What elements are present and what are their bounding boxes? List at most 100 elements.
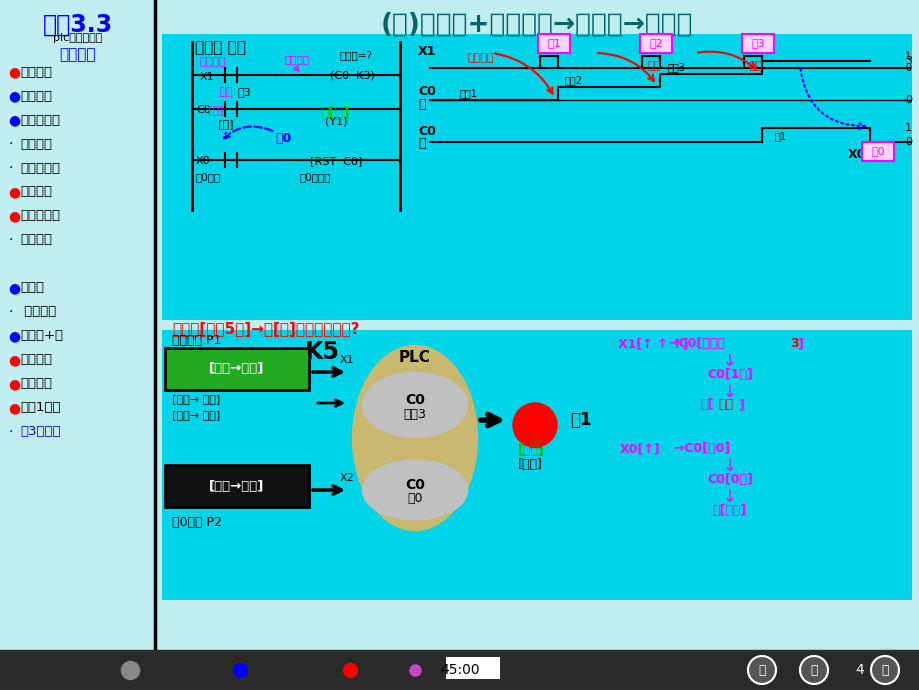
Text: 梯形图 程序: 梯形图 程序 [195,40,245,55]
Text: 0: 0 [904,137,911,147]
Text: X0: X0 [847,148,866,161]
Text: 计数按钮 P1: 计数按钮 P1 [172,334,221,347]
Text: 0: 0 [904,95,911,105]
Text: 若要求[计到5次]→灯[亮]，程序该咋改?: 若要求[计到5次]→灯[亮]，程序该咋改? [172,322,359,337]
Bar [0,650,919,690]
Text: 1: 1 [904,51,910,61]
Text: [熄灭]: [熄灭] [517,458,542,471]
Text: 梯形图+表: 梯形图+表 [20,330,62,342]
Text: ●: ● [8,89,20,103]
Text: ●: ● [8,65,20,79]
Text: 0: 0 [904,63,910,73]
Text: 实况点评: 实况点评 [20,233,52,246]
Text: ·: · [8,161,12,175]
Ellipse shape [362,373,467,437]
Text: 清0按钮: 清0按钮 [196,172,221,182]
Text: 灯[: 灯[ [699,398,712,411]
Text: 设定值=?: 设定值=? [340,50,372,60]
Text: [RST  C0]: [RST C0] [310,156,362,166]
Text: 因2: 因2 [649,39,663,48]
Text: ]: ] [796,337,802,350]
Text: 增至1: 增至1 [460,88,477,99]
FancyBboxPatch shape [538,34,570,53]
Text: X1: X1 [417,45,436,58]
Text: 控制要求: 控制要求 [20,90,52,103]
FancyBboxPatch shape [165,465,309,507]
Ellipse shape [352,346,477,531]
Bar [529,439,539,447]
Text: 清0方线圈: 清0方线圈 [300,172,331,182]
Text: 数: 数 [417,98,425,111]
Text: ●: ● [8,401,20,415]
Text: →C0[清0]: →C0[清0] [664,442,730,455]
Text: 态: 态 [417,137,425,150]
Text: 清0按钮 P2: 清0按钮 P2 [172,516,221,529]
Text: 计数控制: 计数控制 [60,47,96,62]
Text: 第3章链接: 第3章链接 [20,426,61,439]
Text: C0[0态]: C0[0态] [707,473,752,486]
Text: (二)示意图+控制要求→时序图→梯形图: (二)示意图+控制要求→时序图→梯形图 [380,12,693,38]
Text: ↓: ↓ [722,457,736,475]
Text: 程序录入: 程序录入 [20,353,52,366]
Text: C0[1态]: C0[1态] [707,368,752,381]
Text: 到3: 到3 [238,87,252,97]
Text: 项目3.3: 项目3.3 [43,13,113,37]
Text: ●: ● [8,329,20,343]
Text: [按下→ 松开]: [按下→ 松开] [172,394,220,404]
Text: [断]: [断] [218,119,233,129]
Text: PLC: PLC [399,350,430,365]
Text: K5: K5 [305,340,339,364]
Text: 因0: 因0 [870,146,884,157]
Text: 灯[亮]: 灯[亮] [320,105,349,119]
Text: 下: 下 [880,664,888,676]
Text: ↓: ↓ [722,383,736,401]
Text: 增至2: 增至2 [564,75,583,86]
Text: 接线图: 接线图 [20,282,44,295]
Text: 实操任务单: 实操任务单 [20,210,60,222]
Text: 升1: 升1 [774,131,786,141]
Ellipse shape [362,460,467,520]
FancyBboxPatch shape [640,34,671,53]
Text: [按下→松开]: [按下→松开] [210,480,265,493]
Text: [通]: [通] [208,105,223,115]
Text: ●: ● [8,185,20,199]
Text: C0: C0 [404,478,425,492]
Text: [按下→ 松开]: [按下→ 松开] [172,410,220,420]
Text: plc基本应用例: plc基本应用例 [53,33,103,43]
Text: 4: 4 [855,663,864,677]
Text: ●: ● [8,377,20,391]
Text: X1: X1 [340,355,354,365]
Text: ·: · [8,137,12,151]
Text: C0: C0 [417,125,436,138]
Text: ●: ● [8,209,20,223]
Text: 接线回路: 接线回路 [20,306,56,319]
FancyBboxPatch shape [861,142,893,161]
Text: ·: · [8,305,12,319]
Text: 3: 3 [904,56,911,66]
Text: ●: ● [8,281,20,295]
Text: X0[↑]: X0[↑] [619,442,660,455]
Bar [162,330,911,600]
Text: 1: 1 [904,123,911,133]
Text: 45:00: 45:00 [449,662,494,678]
Text: 上: 上 [810,664,817,676]
Text: 因3: 因3 [751,39,764,48]
Text: (Y1): (Y1) [324,117,347,127]
Text: 清0: 清0 [275,132,291,145]
Text: [按下→松开]: [按下→松开] [210,362,265,375]
Text: 清0: 清0 [407,491,423,504]
Text: 点亮: 点亮 [717,398,732,411]
FancyBboxPatch shape [446,657,499,679]
Text: 程序计数: 程序计数 [468,53,494,63]
Text: 近: 近 [757,664,765,676]
Text: X1: X1 [199,72,214,82]
Text: C0: C0 [404,393,425,407]
Text: ·: · [8,425,12,439]
Text: 故障1图解: 故障1图解 [20,402,61,415]
Text: X0: X0 [196,156,210,166]
Text: 计数线圈: 计数线圈 [285,54,310,64]
Text: [点亮]: [点亮] [517,444,544,457]
Text: ]: ] [737,398,743,411]
Circle shape [870,656,898,684]
Text: 计数: 计数 [647,61,661,71]
